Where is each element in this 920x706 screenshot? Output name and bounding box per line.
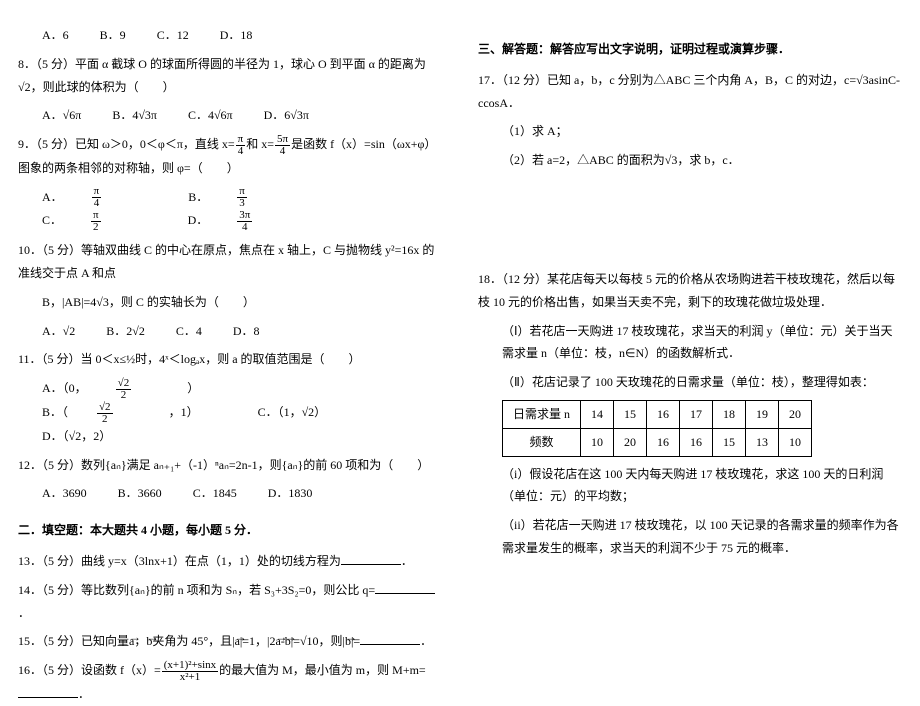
q11-stem: 11．（5 分）当 0＜x≤½时，4ˣ＜logₐx，则 a 的取值范围是（ ） [18, 348, 442, 371]
q8-opt-d: D．6√3π [264, 104, 309, 127]
q10-opt-c: C．4 [176, 320, 202, 343]
table-cell: 20 [779, 400, 812, 428]
table-cell: 10 [581, 428, 614, 456]
table-cell: 16 [680, 428, 713, 456]
q7-opt-b: B．9 [100, 24, 126, 47]
q12-opt-b: B．3660 [118, 482, 162, 505]
q17-stem: 17．（12 分）已知 a，b，c 分别为△ABC 三个内角 A，B，C 的对边… [478, 69, 902, 115]
table-cell: 15 [614, 400, 647, 428]
q11-opt-c: C．（1，√2） [258, 401, 327, 424]
table-cell: 16 [647, 428, 680, 456]
q9-pre: 9．（5 分）已知 ω＞0，0＜φ＜π，直线 x= [18, 137, 235, 151]
q17-p2: （2）若 a=2，△ABC 的面积为√3，求 b，c． [478, 149, 902, 172]
q18-p3: （i）假设花店在这 100 天内每天购进 17 枝玫瑰花，求这 100 天的日利… [478, 463, 902, 509]
frac-q16: (x+1)²+sinxx²+1 [162, 660, 218, 683]
section-2-title: 二．填空题：本大题共 4 小题，每小题 5 分． [18, 519, 442, 542]
table-cell: 15 [713, 428, 746, 456]
demand-table: 日需求量 n 14 15 16 17 18 19 20 频数 10 20 16 … [502, 400, 812, 457]
blank [360, 633, 420, 645]
q12-options: A．3690 B．3660 C．1845 D．1830 [18, 482, 442, 505]
q8-opt-b: B．4√3π [112, 104, 157, 127]
q11-options: A．（0，√22） B．（√22，1） C．（1，√2） D．（√2，2） [18, 377, 442, 447]
q16: 16．（5 分）设函数 f（x）=(x+1)²+sinxx²+1的最大值为 M，… [18, 659, 442, 706]
q9-stem: 9．（5 分）已知 ω＞0，0＜φ＜π，直线 x=π4和 x=5π4是函数 f（… [18, 133, 442, 180]
table-cell: 14 [581, 400, 614, 428]
q12-stem: 12．（5 分）数列{aₙ}满足 aₙ₊₁+（-1）ⁿaₙ=2n-1，则{aₙ}… [18, 454, 442, 477]
table-cell: 13 [746, 428, 779, 456]
q10-options: A．√2 B．2√2 C．4 D．8 [18, 320, 442, 343]
table-cell: 10 [779, 428, 812, 456]
q11-opt-d: D．（√2，2） [42, 425, 111, 448]
table-cell: 17 [680, 400, 713, 428]
q12-opt-c: C．1845 [193, 482, 237, 505]
blank [341, 553, 401, 565]
q7-opt-d: D．18 [220, 24, 253, 47]
table-header: 频数 [503, 428, 581, 456]
table-row: 日需求量 n 14 15 16 17 18 19 20 [503, 400, 812, 428]
q9-options: A．π4 B．π3 C．π2 D．3π4 [18, 186, 442, 234]
q9-opt-d: D．3π4 [188, 209, 309, 233]
table-row: 频数 10 20 16 16 15 13 10 [503, 428, 812, 456]
q9-opt-c: C．π2 [42, 209, 157, 233]
q12-opt-d: D．1830 [268, 482, 313, 505]
q9-mid: 和 x= [246, 137, 274, 151]
q10-opt-d: D．8 [233, 320, 260, 343]
q8-opt-a: A．√6π [42, 104, 81, 127]
table-cell: 20 [614, 428, 647, 456]
q10-stem2: B，|AB|=4√3，则 C 的实轴长为（ ） [18, 291, 442, 314]
q12-opt-a: A．3690 [42, 482, 87, 505]
blank [18, 686, 78, 698]
q13: 13．（5 分）曲线 y=x（3lnx+1）在点（1，1）处的切线方程为． [18, 550, 442, 573]
frac-5pi4: 5π4 [275, 134, 290, 157]
blank [375, 582, 435, 594]
q18-p2: （Ⅱ）花店记录了 100 天玫瑰花的日需求量（单位：枝），整理得如表： [478, 371, 902, 394]
q18-stem: 18．（12 分）某花店每天以每枝 5 元的价格从农场购进若干枝玫瑰花，然后以每… [478, 268, 902, 314]
q14: 14．（5 分）等比数列{aₙ}的前 n 项和为 Sₙ，若 S₃+3S₂=0，则… [18, 579, 442, 625]
right-column: 三、解答题：解答应写出文字说明，证明过程或演算步骤． 17．（12 分）已知 a… [460, 0, 920, 650]
section-3-title: 三、解答题：解答应写出文字说明，证明过程或演算步骤． [478, 38, 902, 61]
q10-opt-a: A．√2 [42, 320, 75, 343]
q9-opt-a: A．π4 [42, 186, 157, 210]
frac-pi4: π4 [236, 134, 246, 157]
q11-opt-b: B．（√22，1） [42, 401, 227, 425]
q7-options: A．6 B．9 C．12 D．18 [18, 24, 442, 47]
table-cell: 18 [713, 400, 746, 428]
q18-p4: （ii）若花店一天购进 17 枝玫瑰花，以 100 天记录的各需求量的频率作为各… [478, 514, 902, 560]
q8-opt-c: C．4√6π [188, 104, 233, 127]
q7-opt-a: A．6 [42, 24, 69, 47]
q18-p1: （Ⅰ）若花店一天购进 17 枝玫瑰花，求当天的利润 y（单位：元）关于当天需求量… [478, 320, 902, 366]
table-cell: 16 [647, 400, 680, 428]
q9-opt-b: B．π3 [188, 186, 303, 210]
table-header: 日需求量 n [503, 400, 581, 428]
q7-opt-c: C．12 [157, 24, 189, 47]
left-column: A．6 B．9 C．12 D．18 8．（5 分）平面 α 截球 O 的球面所得… [0, 0, 460, 650]
q11-opt-a: A．（0，√22） [42, 377, 227, 401]
q8-stem: 8．（5 分）平面 α 截球 O 的球面所得圆的半径为 1，球心 O 到平面 α… [18, 53, 442, 99]
q17-p1: （1）求 A； [478, 120, 902, 143]
q10-stem1: 10．（5 分）等轴双曲线 C 的中心在原点，焦点在 x 轴上，C 与抛物线 y… [18, 239, 442, 285]
q10-opt-b: B．2√2 [106, 320, 145, 343]
table-cell: 19 [746, 400, 779, 428]
q8-options: A．√6π B．4√3π C．4√6π D．6√3π [18, 104, 442, 127]
